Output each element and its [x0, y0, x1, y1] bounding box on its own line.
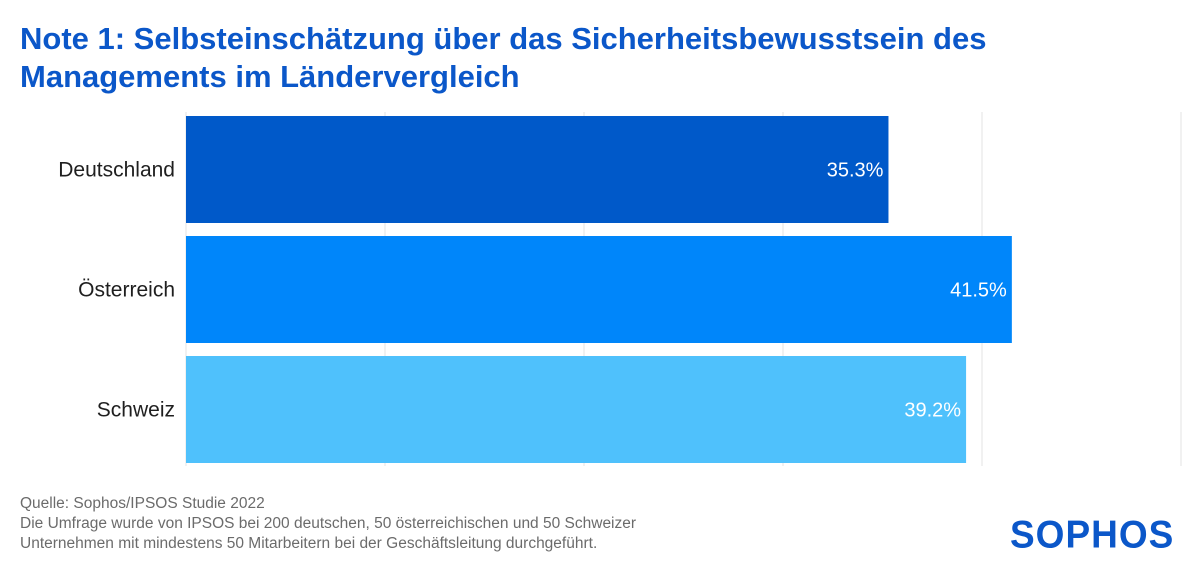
bar	[186, 356, 967, 463]
value-labels: 35.3% 41.5% 39.2%	[827, 160, 1007, 422]
bar	[186, 116, 889, 223]
category-label: Deutschland	[58, 159, 175, 182]
value-label: 35.3%	[827, 160, 884, 182]
category-labels: Deutschland Österreich Schweiz	[58, 159, 175, 422]
category-label: Österreich	[78, 279, 175, 302]
value-label: 41.5%	[950, 280, 1007, 302]
footnote-source: Quelle: Sophos/IPSOS Studie 2022	[20, 495, 265, 512]
footnote-line-2: Die Umfrage wurde von IPSOS bei 200 deut…	[20, 515, 637, 532]
bars	[186, 116, 1012, 463]
footnote-line-3: Unternehmen mit mindestens 50 Mitarbeite…	[20, 535, 598, 552]
category-label: Schweiz	[97, 399, 175, 422]
bar	[186, 236, 1012, 343]
footnote: Quelle: Sophos/IPSOS Studie 2022 Die Umf…	[20, 494, 920, 554]
value-label: 39.2%	[904, 400, 961, 422]
sophos-logo: SOPHOS	[1010, 512, 1175, 556]
chart-title: Note 1: Selbsteinschätzung über das Sich…	[20, 21, 987, 94]
